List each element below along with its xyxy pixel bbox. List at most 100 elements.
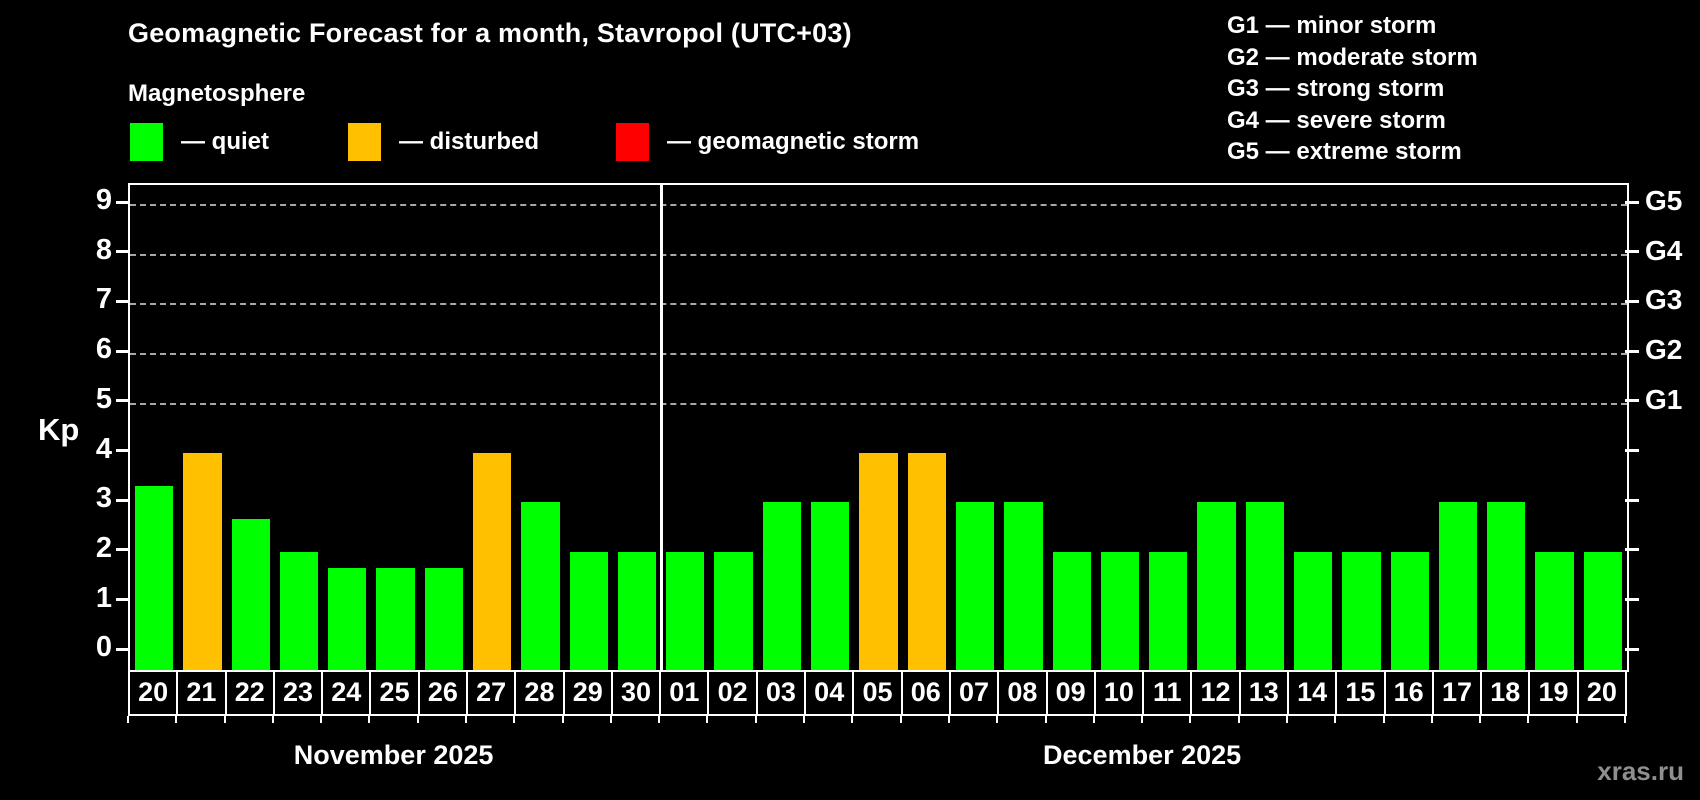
kp-bar-november-24 — [328, 568, 367, 670]
day-row-tick — [127, 716, 129, 723]
kp-bar-december-18 — [1487, 502, 1526, 670]
kp-bar-november-27 — [473, 452, 512, 670]
y-tick-label-1: 1 — [95, 581, 112, 614]
day-row-tick — [465, 716, 468, 723]
day-label-cell: 25 — [369, 670, 417, 714]
left-axis-tick-6 — [116, 349, 128, 353]
left-axis-tick-1 — [116, 598, 128, 602]
day-label-cell: 15 — [1335, 670, 1383, 714]
gridline-kp8 — [130, 253, 1627, 256]
day-label-cell: 12 — [1190, 670, 1238, 714]
left-axis-tick-2 — [116, 548, 128, 552]
day-label-cell: 04 — [804, 670, 852, 714]
day-row-tick — [1189, 716, 1192, 723]
day-row-tick — [658, 716, 661, 723]
kp-bar-december-14 — [1293, 551, 1333, 670]
y-tick-label-0: 0 — [95, 631, 112, 664]
day-row-tick — [1527, 716, 1530, 723]
day-label-cell: 24 — [321, 670, 369, 714]
g-scale-legend: G1 — minor storm G2 — moderate storm G3 … — [1227, 10, 1478, 168]
day-row-tick — [754, 716, 757, 723]
day-label-cell: 20 — [128, 670, 176, 714]
day-row-tick — [1044, 716, 1047, 723]
kp-bar-november-25 — [376, 568, 415, 670]
y-tick-label-3: 3 — [95, 482, 112, 515]
page-title: Geomagnetic Forecast for a month, Stavro… — [128, 18, 852, 48]
kp-bar-december-12 — [1197, 502, 1236, 670]
kp-bar-december-11 — [1149, 551, 1188, 670]
kp-bar-december-06 — [907, 452, 946, 670]
y-axis-title: Kp — [38, 412, 80, 447]
day-label-cell: 20 — [1576, 670, 1625, 714]
left-axis-tick-3 — [116, 498, 128, 502]
magnetosphere-subtitle: Magnetosphere — [128, 80, 306, 107]
kp-bar-december-08 — [1004, 502, 1043, 670]
day-row-tick — [1334, 716, 1337, 723]
legend-item-quiet: — quiet — [130, 122, 269, 162]
kp-bar-november-29 — [569, 551, 608, 670]
kp-bar-december-15 — [1342, 551, 1381, 670]
day-label-cell: 06 — [900, 670, 949, 714]
kp-bar-november-26 — [424, 568, 464, 670]
day-label-cell: 03 — [755, 670, 804, 714]
kp-bar-november-21 — [183, 452, 222, 670]
y-tick-label-8: 8 — [95, 233, 112, 266]
day-label-cell: 29 — [562, 670, 611, 714]
right-axis-tick-4 — [1625, 449, 1639, 452]
gridline-kp5 — [130, 402, 1627, 405]
day-row-bottom-line — [128, 714, 1627, 716]
g-legend-line-g2: G2 — moderate storm — [1227, 43, 1478, 71]
y-tick-label-9: 9 — [95, 184, 112, 216]
gridline-kp7 — [130, 303, 1627, 306]
day-label-cell: 10 — [1093, 670, 1142, 714]
y-tick-label-5: 5 — [95, 382, 112, 415]
day-label-cell: 18 — [1480, 670, 1528, 714]
day-row-tick — [851, 716, 854, 723]
day-label-cell: 26 — [417, 670, 466, 714]
right-axis-tick-6 — [1625, 349, 1639, 353]
day-label-cell: 01 — [659, 670, 707, 714]
day-row-tick — [609, 716, 612, 723]
g-scale-label-g3: G3 — [1645, 284, 1683, 316]
month-label-november: November 2025 — [293, 740, 494, 770]
kp-bar-december-16 — [1390, 551, 1429, 670]
g-legend-line-g1: G1 — minor storm — [1227, 12, 1437, 39]
day-row-tick — [1237, 716, 1240, 723]
day-label-cell: 27 — [466, 670, 514, 714]
day-row-tick — [947, 716, 950, 723]
right-axis-tick-9 — [1625, 200, 1639, 204]
kp-bar-december-04 — [811, 502, 850, 670]
legend-item-disturbed: — disturbed — [348, 122, 539, 162]
y-tick-label-2: 2 — [95, 531, 112, 564]
day-label-cell: 13 — [1238, 670, 1287, 714]
day-row-right-border — [1625, 670, 1627, 714]
day-label-cell: 19 — [1528, 670, 1576, 714]
day-label-cell: 22 — [224, 670, 273, 714]
day-row-tick — [1430, 716, 1433, 723]
left-axis-tick-4 — [116, 449, 128, 452]
kp-bar-november-30 — [617, 551, 657, 670]
left-axis-tick-5 — [116, 399, 128, 403]
day-row-tick — [175, 716, 178, 723]
day-row-tick — [561, 716, 564, 723]
g-legend-line-g5: G5 — extreme storm — [1227, 138, 1462, 165]
kp-bar-december-13 — [1245, 502, 1284, 670]
storm-color-swatch — [616, 123, 649, 161]
day-row-tick — [1624, 716, 1626, 723]
day-label-cell: 05 — [852, 670, 900, 714]
watermark: xras.ru — [1597, 756, 1684, 786]
right-axis-tick-2 — [1625, 548, 1639, 552]
day-label-cell: 21 — [176, 670, 224, 714]
right-axis-tick-3 — [1625, 498, 1639, 502]
day-row-tick — [320, 716, 323, 723]
kp-bar-november-22 — [231, 518, 270, 670]
quiet-legend-label: — quiet — [181, 128, 269, 155]
right-axis-tick-1 — [1625, 598, 1639, 602]
left-axis-tick-9 — [116, 200, 128, 204]
month-label-december: December 2025 — [1043, 740, 1242, 770]
g-scale-label-g5: G5 — [1645, 185, 1683, 216]
day-label-cell: 08 — [997, 670, 1045, 714]
day-row-tick — [416, 716, 419, 723]
kp-bar-december-05 — [859, 452, 898, 670]
kp-bar-november-23 — [279, 551, 319, 670]
